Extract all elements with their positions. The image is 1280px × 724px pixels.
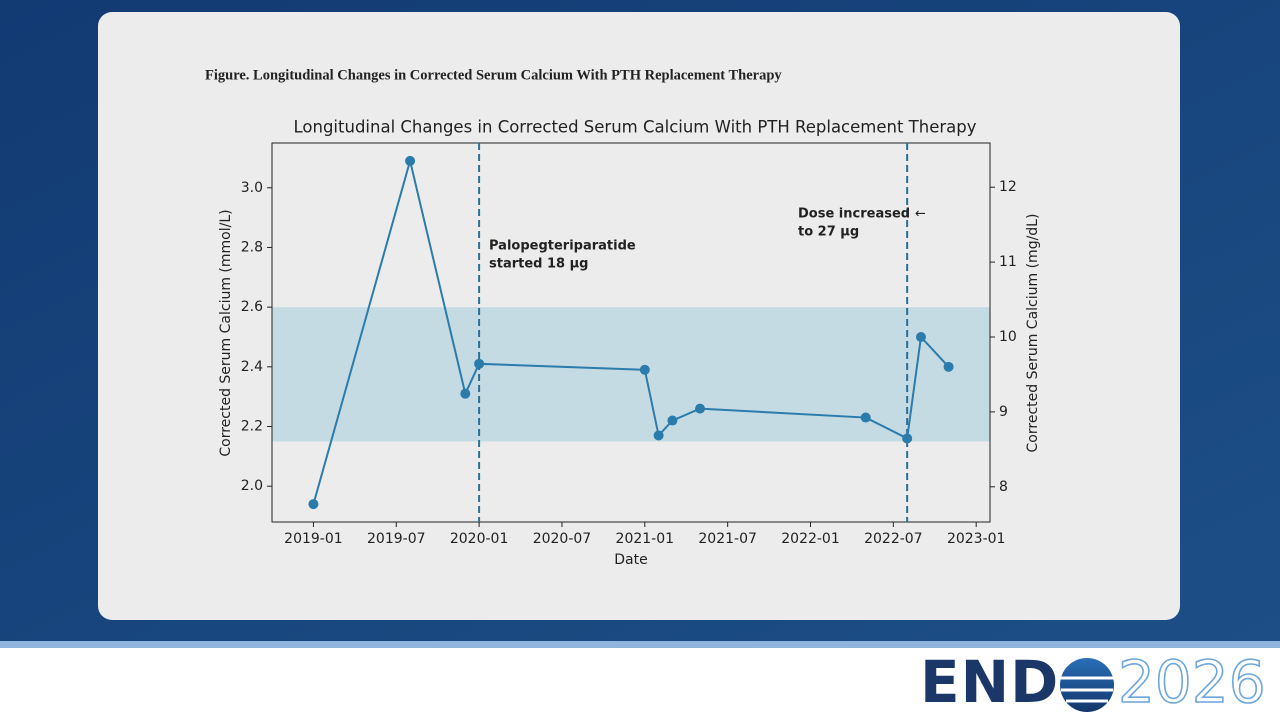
x-tick-label: 2021-07 (698, 531, 757, 547)
annotation: Palopegteriparatide (489, 239, 636, 254)
data-point (915, 331, 926, 342)
y2-tick-label: 12 (999, 179, 1017, 195)
logo-globe (1060, 658, 1114, 712)
annotation: started 18 μg (489, 257, 589, 272)
y2-tick-label: 8 (999, 479, 1008, 495)
divider (0, 641, 1280, 648)
x-tick-label: 2023-01 (947, 531, 1006, 547)
x-tick-label: 2022-01 (781, 531, 840, 547)
data-point (653, 430, 664, 441)
data-point (639, 364, 650, 375)
data-point (474, 358, 485, 369)
data-point (695, 403, 706, 414)
x-tick-label: 2019-07 (367, 531, 426, 547)
data-point (860, 412, 871, 423)
y2-tick-label: 10 (999, 329, 1017, 345)
data-point (667, 415, 678, 426)
y2-axis-label: Corrected Serum Calcium (mg/dL) (1025, 214, 1041, 453)
data-point (308, 499, 319, 510)
y-tick-label: 2.6 (241, 299, 263, 315)
y-tick-label: 2.2 (241, 419, 263, 435)
x-tick-label: 2022-07 (864, 531, 923, 547)
y-tick-label: 2.0 (241, 478, 263, 494)
chart-title: Longitudinal Changes in Corrected Serum … (294, 118, 977, 137)
logo-right: 2026 (1118, 648, 1266, 716)
y-axis-label: Corrected Serum Calcium (mmol/L) (218, 209, 234, 456)
data-point (460, 388, 471, 399)
logo-left: END (920, 648, 1059, 716)
y2-tick-label: 9 (999, 404, 1008, 420)
y-tick-label: 3.0 (241, 180, 263, 196)
x-axis-label: Date (614, 552, 647, 568)
annotation-arrow: ← (915, 207, 926, 222)
y2-tick-label: 11 (999, 254, 1017, 270)
data-line (312, 156, 950, 505)
annotation: Dose increased (798, 207, 910, 222)
y-tick-label: 2.8 (241, 239, 263, 255)
annotation: to 27 μg (798, 225, 859, 240)
reference-band (272, 307, 990, 442)
data-point (405, 155, 416, 166)
y-tick-label: 2.4 (241, 359, 263, 375)
data-point (943, 361, 954, 372)
x-tick-label: 2020-07 (533, 531, 592, 547)
slide-heading: Figure. Longitudinal Changes in Correcte… (205, 67, 782, 83)
data-point (902, 433, 913, 444)
x-tick-label: 2020-01 (450, 531, 509, 547)
plot-frame (271, 142, 991, 523)
x-tick-label: 2019-01 (284, 531, 343, 547)
x-tick-label: 2021-01 (616, 531, 675, 547)
